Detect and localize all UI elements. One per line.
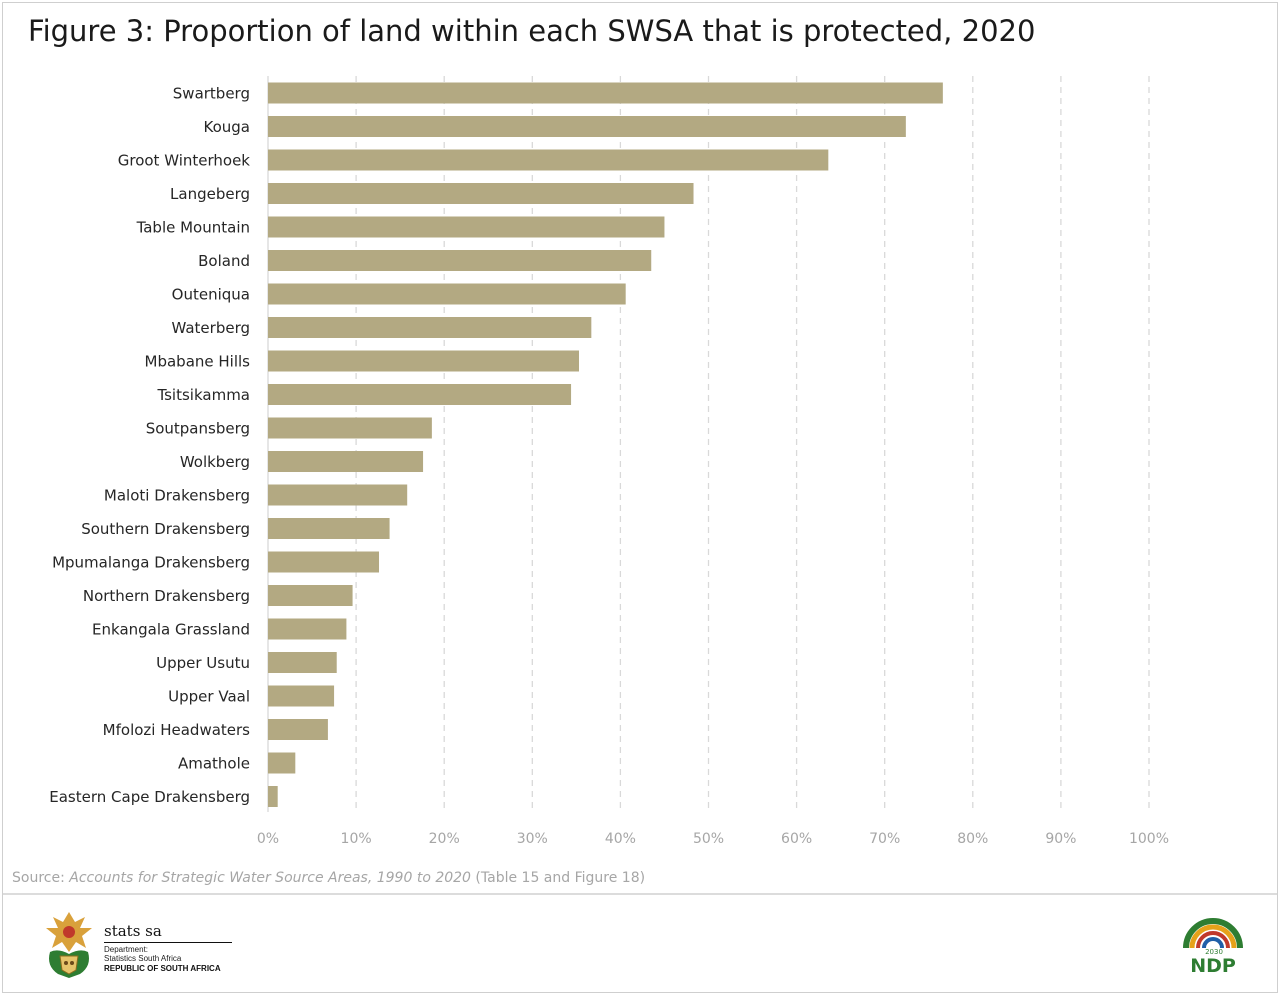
bar: [268, 384, 572, 405]
category-label: Table Mountain: [136, 219, 250, 237]
category-label: Soutpansberg: [146, 420, 250, 438]
dept-line-2: Statistics South Africa: [104, 954, 182, 963]
bar: [268, 518, 390, 539]
source-note: Source: Accounts for Strategic Water Sou…: [12, 870, 645, 886]
source-suffix: (Table 15 and Figure 18): [470, 870, 646, 886]
category-label: Langeberg: [170, 185, 250, 203]
source-prefix: Source:: [12, 870, 70, 886]
bar: [268, 685, 335, 707]
bar: [268, 585, 353, 606]
x-tick-label: 10%: [341, 831, 372, 847]
category-label: Wolkberg: [180, 453, 250, 471]
bar: [268, 551, 380, 573]
ndp-2030-logo: 2030 NDP: [1183, 918, 1243, 976]
stats-sa-rule: [104, 942, 232, 943]
x-tick-label: 60%: [781, 831, 812, 847]
stats-sa-department: Department: Statistics South Africa: [104, 945, 181, 963]
chart-title: Figure 3: Proportion of land within each…: [28, 14, 1036, 48]
bar: [268, 82, 943, 104]
category-label: Southern Drakensberg: [81, 520, 250, 538]
category-label: Swartberg: [173, 85, 250, 103]
bar-chart: 0% 10% 20% 30% 40% 50% 60% 70% 80% 90% 100% Swartbe…: [49, 76, 1169, 847]
category-label: Upper Usutu: [156, 654, 250, 672]
bar: [268, 149, 829, 171]
footer-divider: [3, 893, 1277, 895]
x-tick-label: 0%: [257, 831, 279, 847]
bar: [268, 484, 408, 506]
stats-sa-name: stats sa: [104, 922, 162, 940]
bar: [268, 417, 432, 439]
bar: [268, 317, 592, 338]
dept-line-1: Department:: [104, 945, 149, 954]
stats-sa-logo: stats sa Department: Statistics South Afr…: [40, 908, 240, 983]
x-tick-label: 30%: [517, 831, 548, 847]
category-label: Outeniqua: [172, 286, 250, 304]
category-label: Maloti Drakensberg: [104, 487, 250, 505]
category-label: Eastern Cape Drakensberg: [49, 788, 250, 806]
x-tick-label: 100%: [1129, 831, 1169, 847]
category-label: Upper Vaal: [168, 688, 250, 706]
category-label: Tsitsikamma: [156, 386, 250, 404]
bar: [268, 183, 694, 204]
category-label: Enkangala Grassland: [92, 621, 250, 639]
stats-sa-country: REPUBLIC OF SOUTH AFRICA: [104, 964, 221, 973]
coat-of-arms-icon: [46, 912, 92, 978]
bar: [268, 618, 347, 640]
category-label: Mpumalanga Drakensberg: [52, 554, 250, 572]
category-label: Boland: [198, 252, 250, 270]
bar: [268, 216, 665, 238]
category-label: Northern Drakensberg: [83, 587, 250, 605]
category-label: Mfolozi Headwaters: [103, 721, 251, 739]
bar: [268, 752, 296, 774]
category-label: Mbabane Hills: [145, 353, 251, 371]
source-title: Accounts for Strategic Water Source Area…: [69, 870, 471, 886]
category-label: Groot Winterhoek: [118, 152, 251, 170]
x-tick-label: 50%: [693, 831, 724, 847]
bar: [268, 283, 626, 305]
category-label: Kouga: [204, 118, 251, 136]
bar: [268, 786, 278, 807]
x-tick-label: 20%: [429, 831, 460, 847]
x-tick-label: 80%: [957, 831, 988, 847]
bar: [268, 719, 328, 740]
category-label: Amathole: [178, 755, 250, 773]
bar: [268, 451, 424, 472]
x-tick-label: 40%: [605, 831, 636, 847]
x-tick-label: 70%: [869, 831, 900, 847]
bar: [268, 250, 652, 271]
bar: [268, 652, 337, 673]
x-tick-label: 90%: [1045, 831, 1076, 847]
category-label: Waterberg: [171, 319, 250, 337]
ndp-text: NDP: [1190, 955, 1236, 976]
bar: [268, 350, 579, 372]
ndp-year: 2030: [1205, 948, 1223, 956]
bar: [268, 116, 906, 137]
